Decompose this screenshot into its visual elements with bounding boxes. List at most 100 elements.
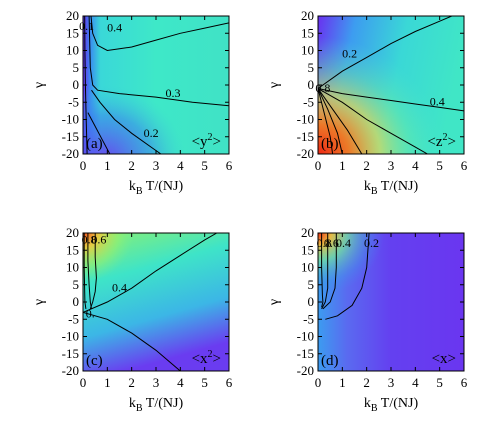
y-tick-label: 10: [66, 260, 79, 275]
contour-label: 0.6: [91, 232, 106, 246]
heatmap-overlay: [83, 16, 229, 154]
x-tick-label: 2: [363, 158, 370, 173]
contour-line: [87, 233, 92, 309]
y-axis-label: γ: [32, 299, 47, 306]
y-tick-label: 20: [301, 8, 314, 23]
x-tick-label: 2: [128, 375, 135, 390]
contour-label: 0.8: [82, 232, 97, 246]
x-tick-label: 1: [104, 158, 111, 173]
y-tick-label: 10: [301, 43, 314, 58]
contour-line: [318, 16, 452, 89]
contour-label: 0.4: [430, 95, 445, 109]
contour-label: 0.8: [315, 81, 330, 95]
contour-label: 0.2: [364, 236, 379, 250]
contour-line: [83, 311, 181, 371]
contour-label: 0.2: [342, 46, 357, 60]
contour-line: [318, 88, 334, 154]
y-axis-label: γ: [267, 82, 282, 89]
contour-line: [88, 16, 229, 107]
contour-line: [91, 89, 162, 154]
contour-line: [322, 233, 337, 310]
x-tick-label: 3: [388, 158, 395, 173]
contour-line: [83, 233, 218, 313]
y-tick-label: 0: [308, 77, 315, 92]
y-tick-label: -20: [297, 363, 314, 378]
x-tick-label: 5: [436, 375, 443, 390]
x-tick-label: 0: [315, 375, 322, 390]
x-tick-label: 3: [153, 158, 160, 173]
y-tick-label: -10: [62, 329, 79, 344]
contour-label: 0.8: [317, 236, 332, 250]
y-tick-label: 15: [66, 242, 79, 257]
panel-b: 0.2 0.8 0.4 0 1 2 3 4 5 6 20 15 10 5 0 -5 -10 -15 -20 kB T/…: [267, 8, 468, 197]
contour-label: 0.4: [107, 21, 122, 35]
contour-label: 0.2: [144, 126, 159, 140]
y-tick-label: -10: [62, 112, 79, 127]
y-tick-label: 20: [66, 225, 79, 240]
y-tick-label: 5: [308, 277, 315, 292]
y-axis-label: γ: [267, 299, 282, 306]
y-tick-label: 15: [301, 242, 314, 257]
contour-line: [89, 233, 97, 310]
y-tick-label: 20: [66, 8, 79, 23]
y-tick-label: 10: [301, 260, 314, 275]
y-tick-label: 5: [73, 60, 80, 75]
y-tick-label: -5: [68, 311, 79, 326]
x-tick-label: 0: [315, 158, 322, 173]
x-tick-label: 4: [412, 158, 419, 173]
y-tick-label: -5: [68, 94, 79, 109]
quantity-label: <z2>: [427, 132, 456, 150]
x-tick-label: 1: [104, 375, 111, 390]
y-tick-label: 15: [301, 25, 314, 40]
contour-label: 0.: [86, 307, 95, 321]
y-tick-label: 10: [66, 43, 79, 58]
contour-line: [325, 233, 370, 320]
panel-c: 0.80.6 0.4 0. 0 1 2 3 4 5 6 20 15 10 5 0 -5 -10 -15 -20 kB …: [32, 225, 233, 414]
x-tick-label: 2: [363, 375, 370, 390]
panel-label: (b): [321, 136, 339, 152]
heatmap-overlay: [318, 233, 464, 371]
x-tick-label: 2: [128, 158, 135, 173]
contour-line: [87, 112, 111, 154]
x-tick-label: 4: [177, 158, 184, 173]
x-tick-label: 4: [412, 375, 419, 390]
panel-label: (d): [321, 353, 339, 369]
panel-a: 0.1 0.4 0.3 0.2 0 1 2 3 4 5 6 20 15 10 5 0 -5 -10 -15 -20 kB…: [32, 8, 233, 197]
panel-label: (c): [86, 353, 103, 369]
y-tick-label: -15: [297, 346, 314, 361]
x-tick-label: 5: [201, 375, 208, 390]
y-tick-label: -15: [62, 129, 79, 144]
contour-line: [318, 88, 464, 112]
x-axis-label: kB T/(NJ): [364, 396, 419, 414]
y-axis-label: γ: [32, 82, 47, 89]
x-tick-label: 3: [153, 375, 160, 390]
y-tick-label: 0: [73, 77, 80, 92]
x-axis-label: kB T/(NJ): [364, 179, 419, 197]
contour-line: [318, 88, 363, 154]
y-tick-label: 0: [73, 294, 80, 309]
quantity-label: <x2>: [192, 349, 221, 367]
y-tick-label: -15: [297, 129, 314, 144]
x-tick-label: 6: [461, 158, 468, 173]
y-tick-label: 5: [308, 60, 315, 75]
y-tick-label: -10: [297, 112, 314, 127]
contour-line: [318, 88, 428, 154]
x-tick-label: 5: [436, 158, 443, 173]
contour-lines: [318, 16, 464, 154]
y-tick-label: 5: [73, 277, 80, 292]
x-tick-label: 4: [177, 375, 184, 390]
x-tick-label: 0: [80, 375, 87, 390]
contour-label: 0.6: [324, 236, 339, 250]
x-tick-label: 3: [388, 375, 395, 390]
x-tick-label: 6: [461, 375, 468, 390]
contour-line: [318, 88, 343, 154]
x-tick-label: 5: [201, 158, 208, 173]
panel-label: (a): [86, 136, 103, 152]
y-tick-label: 15: [66, 25, 79, 40]
quantity-label: <x>: [432, 351, 456, 367]
contour-label: 0.4: [336, 236, 351, 250]
heatmap-overlay: [318, 16, 464, 154]
quantity-label: <y2>: [192, 132, 221, 150]
y-tick-label: 20: [301, 225, 314, 240]
